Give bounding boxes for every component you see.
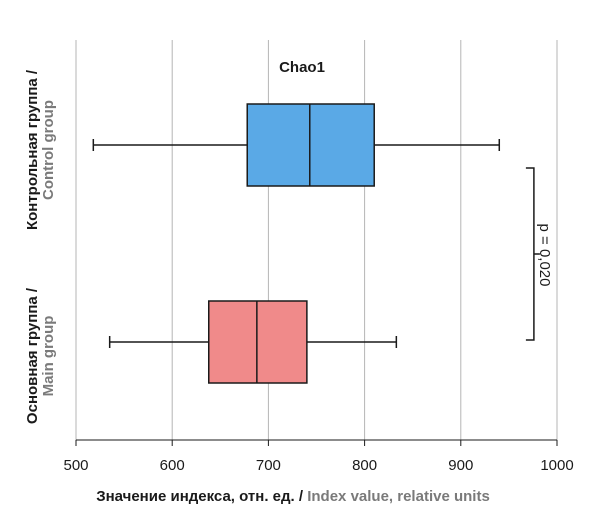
x-tick-label: 900 xyxy=(448,457,473,474)
group-label-main: Основная группа / Main group xyxy=(24,287,57,424)
x-tick-label: 1000 xyxy=(540,457,573,474)
x-axis-label-ru: Значение индекса, отн. ед. xyxy=(96,488,295,505)
group-label-main-en: Main group xyxy=(40,316,57,397)
group-label-control: Контрольная группа / Control group xyxy=(24,69,57,230)
grid-lines xyxy=(75,40,558,446)
group-label-control-ru: Контрольная группа / xyxy=(24,69,41,230)
x-axis-label-separator: / xyxy=(295,488,308,505)
box-series xyxy=(92,103,501,384)
x-tick-label: 600 xyxy=(160,457,185,474)
x-axis-label: Значение индекса, отн. ед. / Index value… xyxy=(96,488,490,505)
x-tick-label: 700 xyxy=(256,457,281,474)
x-axis-label-en: Index value, relative units xyxy=(307,488,490,505)
box-iqr xyxy=(208,300,308,384)
chart-title: Chao1 xyxy=(279,59,325,76)
p-value-label: p = 0,020 xyxy=(536,224,553,287)
x-tick-labels: 500 600 700 800 900 1000 xyxy=(63,457,573,474)
group-label-control-en: Control group xyxy=(40,100,57,200)
box-iqr xyxy=(246,103,375,187)
significance-bracket: p = 0,020 xyxy=(525,167,553,341)
box-group xyxy=(108,300,398,384)
x-tick-label: 500 xyxy=(63,457,88,474)
group-label-main-ru: Основная группа / xyxy=(24,287,41,424)
x-tick-label: 800 xyxy=(352,457,377,474)
bracket-line xyxy=(525,167,540,341)
box-group xyxy=(92,103,501,187)
